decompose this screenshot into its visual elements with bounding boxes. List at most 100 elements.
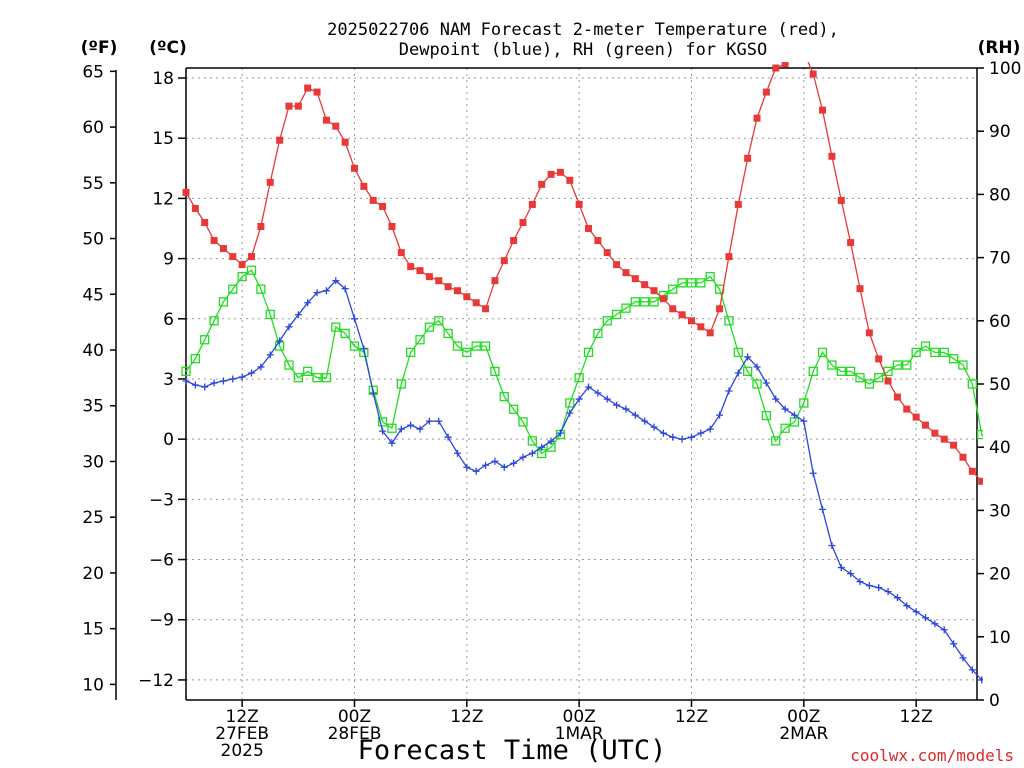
dewpoint-point: [669, 433, 677, 441]
rh-point: [490, 366, 500, 377]
temperature-point: [922, 421, 930, 429]
dewpoint-point: [266, 351, 274, 359]
temperature-point: [613, 261, 621, 269]
temperature-point: [341, 138, 349, 146]
dewpoint-point: [257, 363, 265, 371]
rh-point: [583, 347, 594, 358]
chart-axes: 6560555045403530252015101815129630−3−6−9…: [82, 59, 1021, 711]
dewpoint-point: [341, 285, 349, 293]
rh-line: [185, 269, 983, 455]
temperature-point: [313, 88, 321, 96]
rh-point: [312, 373, 322, 383]
temperature-point: [500, 257, 508, 265]
dewpoint-point: [229, 375, 237, 383]
dewpoint-point: [556, 429, 564, 437]
dewpoint-point: [191, 381, 199, 389]
x-tick-label: 28FEB: [328, 724, 382, 744]
rh-point: [771, 436, 781, 446]
dewpoint-point: [659, 429, 667, 437]
rh-tick-label: 100: [989, 59, 1021, 79]
dewpoint-point: [332, 277, 340, 285]
temperature-point: [182, 188, 190, 196]
rh-tick-label: 10: [989, 628, 1011, 648]
temperature-point: [360, 182, 368, 190]
rh-point: [303, 366, 313, 377]
dewpoint-point: [875, 584, 883, 592]
x-tick-label: 27FEB: [215, 724, 269, 744]
dewpoint-point: [566, 409, 574, 417]
dewpoint-point: [622, 405, 630, 413]
temperature-point: [678, 311, 686, 319]
temperature-line: [185, 62, 983, 485]
temperature-point: [1016, 518, 1023, 525]
temperature-point: [940, 435, 948, 443]
celsius-tick-label: 9: [163, 250, 174, 270]
dewpoint-point: [800, 417, 808, 425]
dewpoint-point: [734, 369, 742, 377]
x-tick-label: 00Z: [338, 707, 371, 727]
temperature-point: [809, 70, 817, 78]
rh-point: [668, 284, 678, 294]
rh-tick-label: 60: [989, 312, 1011, 332]
dewpoint-point: [482, 461, 490, 469]
dewpoint-point: [912, 608, 920, 616]
rh-point: [817, 347, 828, 358]
temperature-point: [332, 122, 340, 130]
dewpoint-point: [285, 323, 293, 331]
dewpoint-point: [988, 670, 995, 677]
dewpoint-point: [1016, 692, 1023, 699]
dewpoint-point: [463, 463, 471, 471]
rh-tick-label: 80: [989, 185, 1011, 205]
temperature-point: [856, 285, 864, 293]
rh-point: [406, 347, 416, 358]
dewpoint-point: [837, 564, 845, 572]
rh-point: [574, 373, 584, 383]
fahrenheit-tick-label: 45: [82, 285, 104, 305]
rh-point: [705, 271, 715, 282]
rh-point: [686, 278, 697, 288]
temperature-point: [641, 281, 649, 289]
rh-point: [939, 347, 949, 358]
rh-point: [920, 341, 931, 351]
x-tick-label: 2MAR: [779, 724, 828, 744]
rh-point: [930, 347, 940, 358]
temperature-point: [706, 329, 714, 337]
dewpoint-point: [716, 411, 724, 419]
fahrenheit-tick-label: 50: [82, 230, 104, 250]
rh-point: [761, 410, 772, 421]
rh-point: [190, 354, 201, 364]
rh-point: [237, 271, 247, 282]
dewpoint-point: [575, 395, 583, 403]
dewpoint-point: [790, 411, 798, 419]
dewpoint-point: [631, 411, 639, 419]
x-tick-label: 1MAR: [555, 724, 604, 744]
temperature-point: [219, 245, 227, 253]
x-axis-label: Forecast Time (UTC): [358, 735, 667, 766]
rh-point: [808, 366, 818, 377]
dewpoint-point: [772, 395, 780, 403]
rh-point: [602, 316, 612, 326]
temperature-point: [791, 46, 798, 53]
rh-point: [415, 335, 425, 345]
rh-point: [696, 278, 706, 288]
rh-point: [855, 373, 865, 383]
dewpoint-point: [425, 417, 433, 425]
fahrenheit-tick-label: 25: [82, 508, 104, 528]
rh-point: [630, 297, 640, 307]
rh-point: [443, 328, 453, 339]
celsius-tick-label: 15: [152, 129, 174, 149]
rh-point: [593, 328, 603, 339]
temperature-point: [210, 237, 218, 245]
fahrenheit-tick-label: 10: [82, 675, 104, 695]
dewpoint-point: [819, 505, 827, 513]
temperature-point: [388, 223, 396, 231]
rh-point: [265, 309, 275, 320]
rh-point: [864, 379, 874, 389]
dewpoint-point: [725, 387, 733, 395]
dewpoint-point: [594, 389, 602, 397]
rh-point: [508, 404, 519, 414]
dewpoint-point: [491, 457, 499, 465]
dewpoint-point: [585, 383, 593, 391]
dewpoint-point: [210, 379, 218, 387]
temperature-point: [669, 305, 677, 313]
